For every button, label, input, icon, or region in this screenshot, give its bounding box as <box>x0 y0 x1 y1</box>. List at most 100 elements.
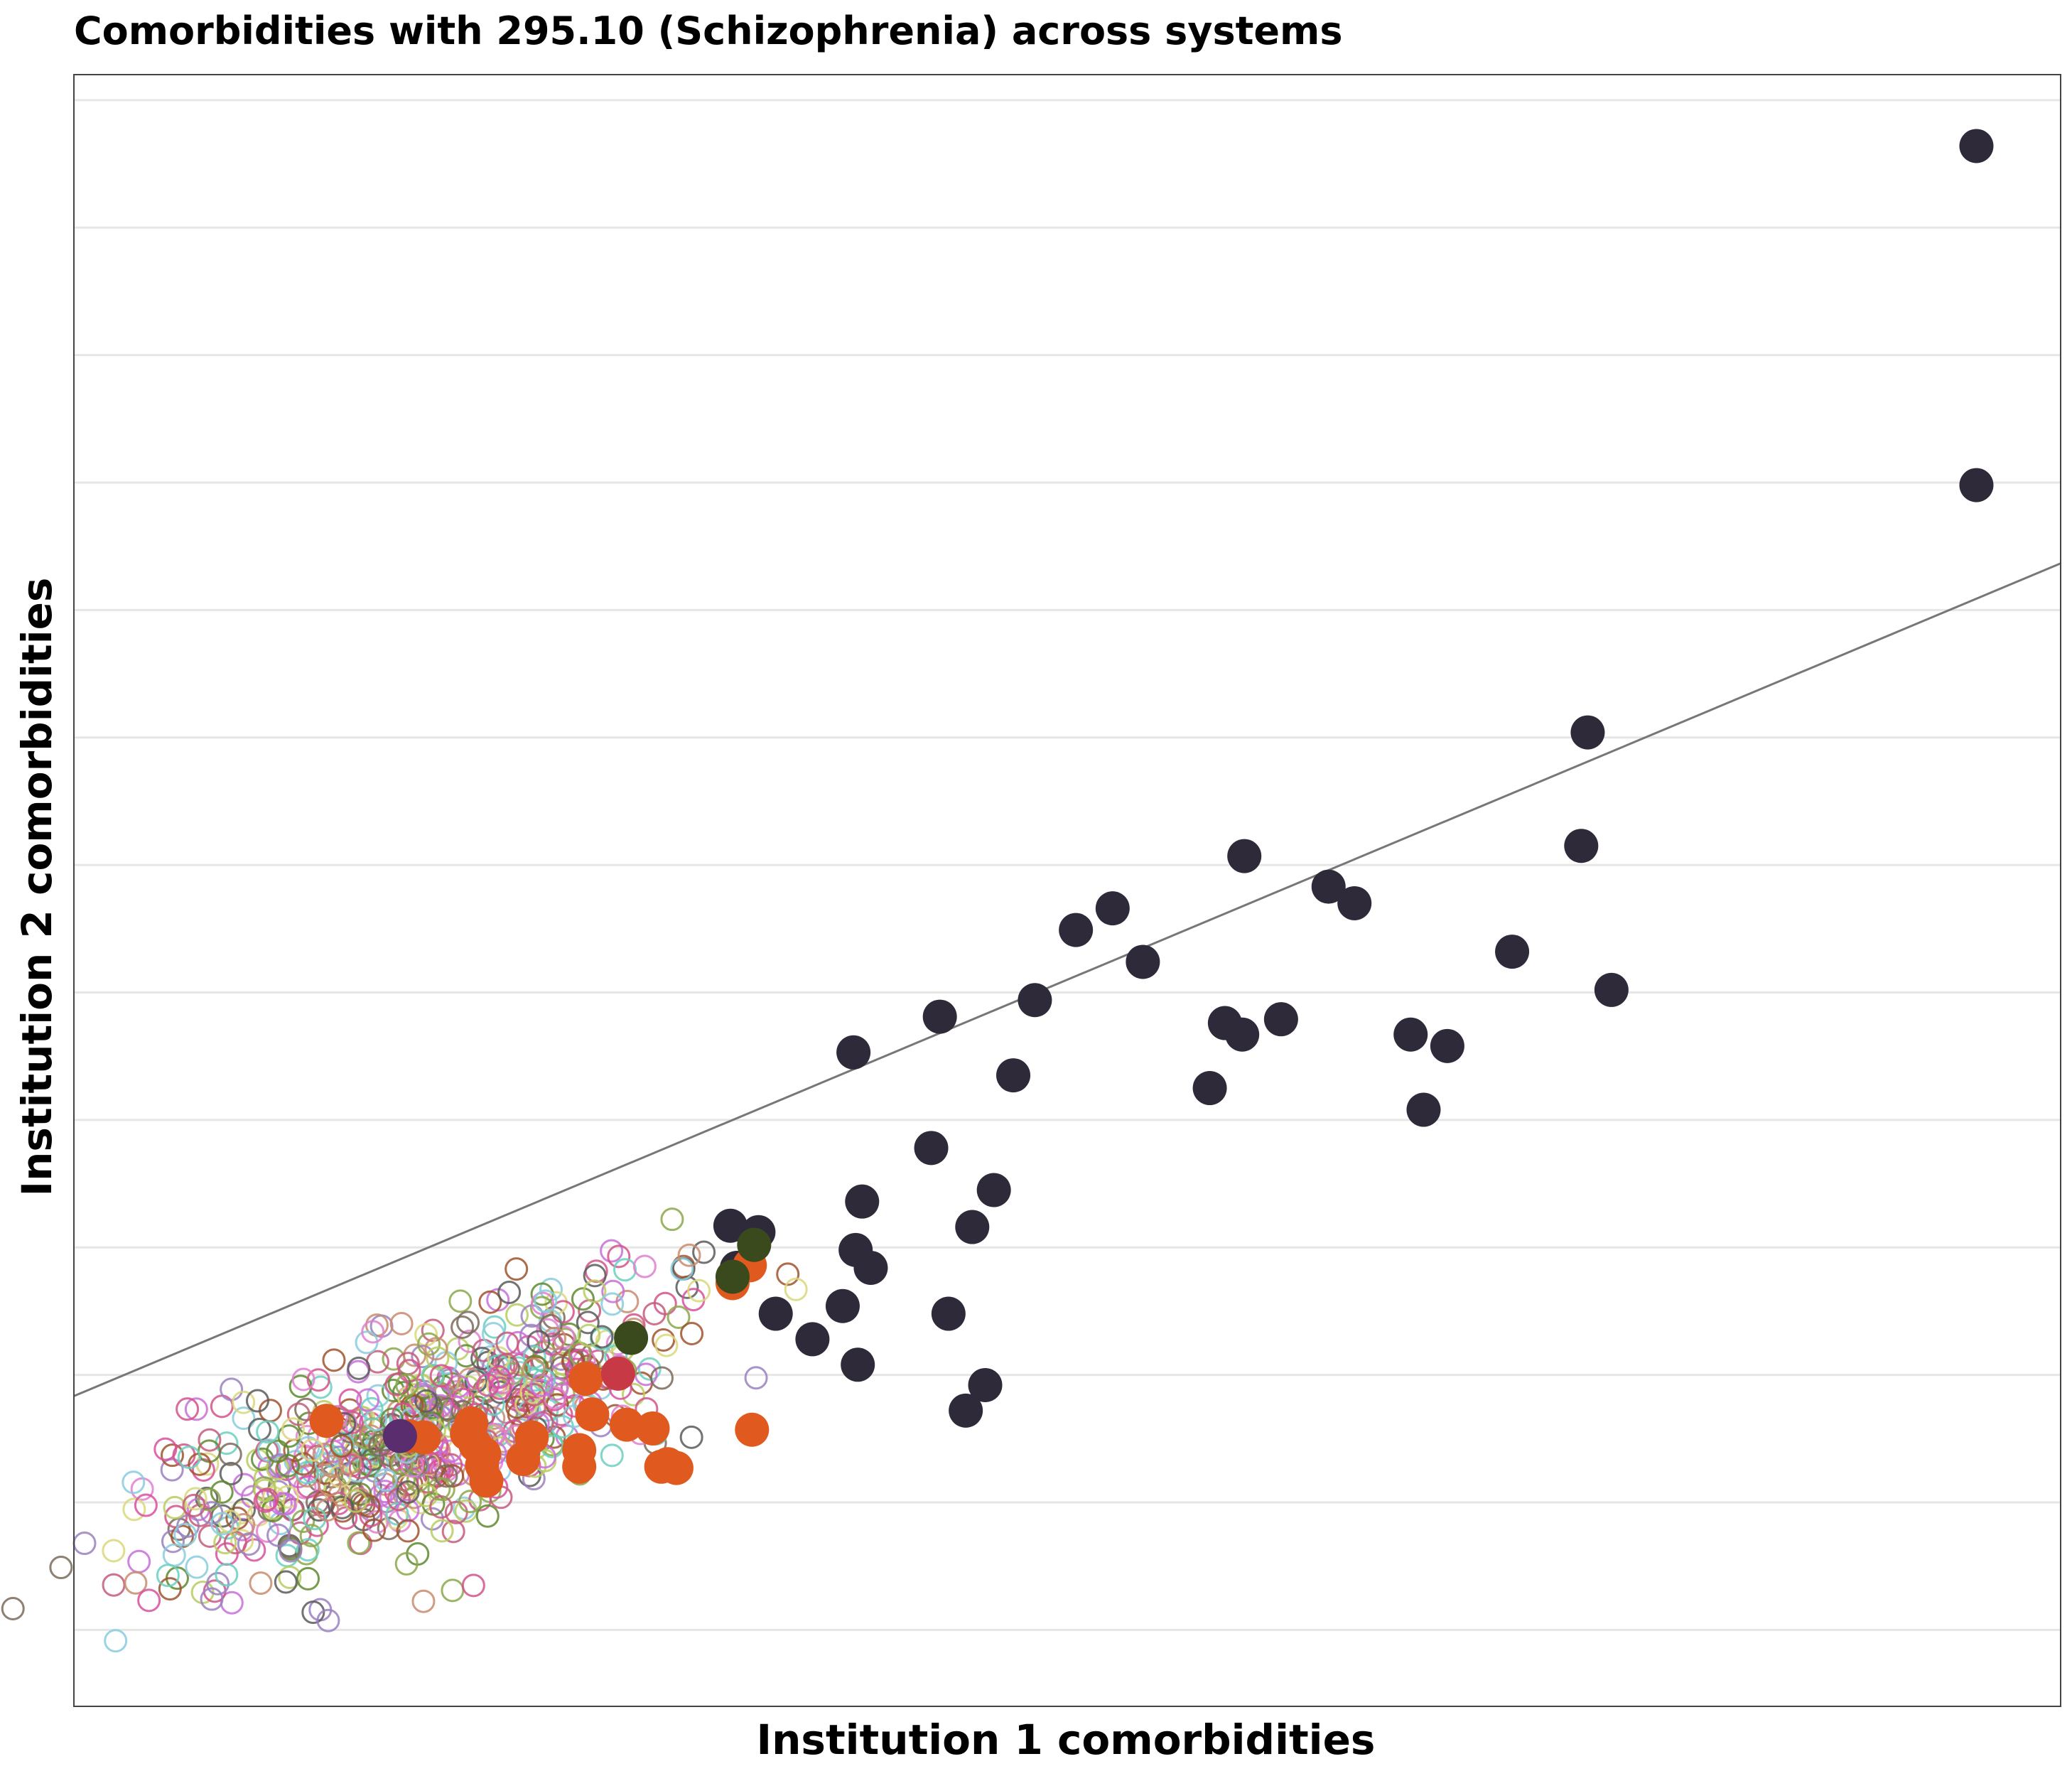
x-axis-label: Institution 1 comorbidities <box>757 1716 1376 1764</box>
background-point <box>173 1522 198 1546</box>
plot-frame <box>73 74 2061 1707</box>
background-point <box>330 1434 354 1458</box>
highlighted-point <box>1564 829 1599 863</box>
background-point <box>601 1279 625 1303</box>
highlighted-point <box>968 1367 1003 1402</box>
background-point <box>600 1292 625 1316</box>
highlighted-point <box>1126 944 1160 979</box>
highlighted-point <box>841 1347 875 1382</box>
background-point <box>245 1389 269 1413</box>
background-point <box>509 1352 533 1377</box>
background-point <box>475 1504 500 1528</box>
background-point <box>414 1483 438 1507</box>
background-point <box>497 1280 522 1304</box>
background-point <box>406 1454 430 1478</box>
background-point <box>354 1426 378 1450</box>
background-point <box>505 1303 529 1327</box>
highlighted-point <box>506 1442 541 1477</box>
highlighted-point <box>795 1322 830 1357</box>
background-point <box>210 1512 234 1536</box>
background-point <box>542 1326 566 1350</box>
background-point <box>299 1524 323 1548</box>
background-point <box>315 1497 340 1522</box>
background-point <box>330 1495 355 1519</box>
highlighted-point <box>931 1296 966 1331</box>
background-point <box>220 1377 244 1401</box>
highlighted-point <box>309 1404 344 1438</box>
background-point <box>313 1461 338 1485</box>
background-point <box>184 1397 208 1421</box>
reference-line <box>73 562 2061 1397</box>
background-point <box>218 1442 242 1466</box>
background-point <box>281 1417 305 1441</box>
highlighted-points <box>309 129 1994 1498</box>
background-point <box>137 1588 161 1613</box>
background-point <box>356 1388 380 1412</box>
highlighted-point <box>382 1419 417 1453</box>
background-point <box>677 1243 701 1267</box>
background-point <box>365 1313 389 1338</box>
highlighted-point <box>1225 1017 1260 1052</box>
background-point <box>384 1372 409 1396</box>
background-point <box>427 1477 451 1501</box>
background-point <box>253 1489 277 1513</box>
highlighted-point <box>1311 869 1346 904</box>
background-point <box>272 1492 296 1516</box>
background-point <box>539 1313 563 1338</box>
background-point <box>600 1443 624 1468</box>
background-point <box>347 1356 371 1380</box>
background-point <box>232 1390 256 1414</box>
background-point <box>182 1493 206 1517</box>
background-point <box>576 1311 600 1335</box>
background-point <box>296 1538 320 1562</box>
background-point <box>359 1503 383 1527</box>
background-point <box>357 1494 381 1518</box>
background-point <box>417 1332 441 1356</box>
background-point <box>122 1470 146 1495</box>
highlighted-point <box>713 1208 748 1243</box>
background-point <box>382 1378 406 1402</box>
background-point <box>394 1551 419 1576</box>
background-point <box>291 1367 315 1392</box>
background-point <box>456 1375 480 1399</box>
background-point <box>652 1328 676 1352</box>
background-point <box>385 1502 409 1526</box>
background-point <box>523 1368 547 1392</box>
background-point <box>301 1438 325 1462</box>
background-point <box>1 1597 25 1621</box>
background-point <box>649 1366 674 1390</box>
highlighted-point <box>568 1362 603 1396</box>
background-point <box>505 1395 529 1419</box>
highlighted-point <box>996 1058 1031 1093</box>
background-point <box>577 1323 601 1347</box>
background-point <box>160 1458 184 1482</box>
background-point <box>306 1368 330 1392</box>
background-point <box>642 1301 667 1325</box>
background-point <box>527 1330 551 1354</box>
background-point <box>504 1257 529 1281</box>
background-point <box>237 1532 261 1556</box>
background-point <box>257 1438 281 1463</box>
background-point <box>361 1320 385 1344</box>
background-point <box>531 1291 555 1315</box>
background-point <box>361 1447 385 1471</box>
chart-title: Comorbidities with 295.10 (Schizophrenia… <box>74 9 1342 53</box>
background-point <box>122 1497 146 1522</box>
background-point <box>456 1311 480 1335</box>
background-point <box>320 1454 345 1478</box>
background-point <box>198 1428 222 1452</box>
background-point <box>434 1464 458 1488</box>
background-point <box>522 1345 546 1369</box>
background-point <box>303 1507 327 1531</box>
highlighted-point <box>1570 715 1605 750</box>
highlighted-point <box>1430 1028 1464 1063</box>
highlighted-point <box>614 1320 649 1355</box>
background-point <box>744 1366 768 1390</box>
highlighted-point <box>845 1184 880 1219</box>
background-point <box>102 1539 126 1563</box>
highlighted-point <box>575 1397 610 1432</box>
highlighted-point <box>949 1393 983 1428</box>
background-point <box>660 1207 684 1232</box>
background-point <box>395 1373 419 1397</box>
background-point <box>249 1571 273 1595</box>
